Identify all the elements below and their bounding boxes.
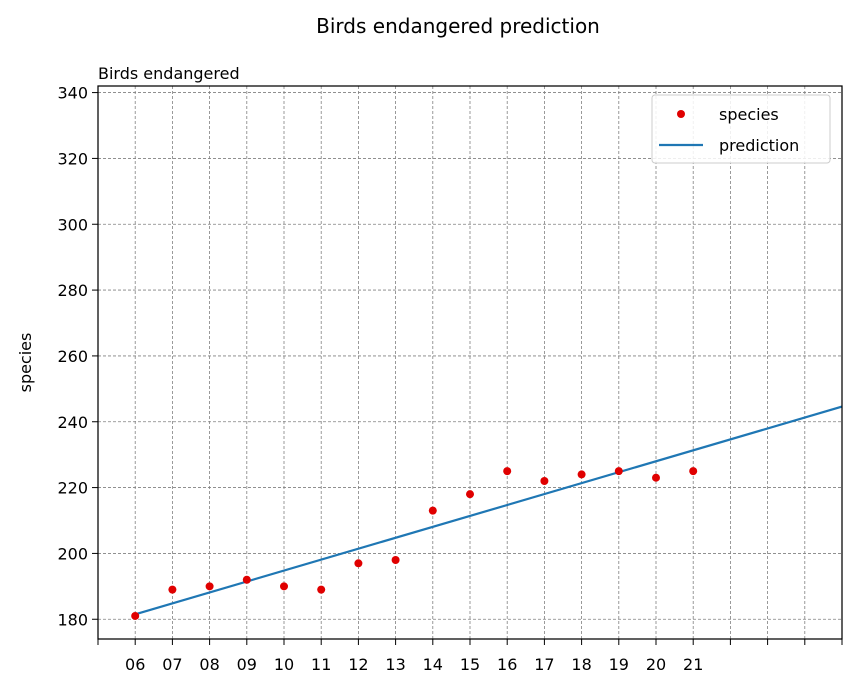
species-point <box>280 582 288 591</box>
chart-subtitle: Birds endangered <box>98 64 240 83</box>
species-point <box>540 477 549 485</box>
x-tick-label: 17 <box>534 655 554 674</box>
species-point <box>503 467 512 476</box>
legend-label: prediction <box>719 136 799 155</box>
species-point <box>689 467 698 476</box>
y-axis-ticks: 180 200 220 240 260 280 300 320 340 <box>57 84 98 629</box>
species-point <box>205 582 214 591</box>
plot-frame <box>97 85 843 640</box>
y-tick-label: 220 <box>57 479 88 498</box>
x-tick-label: 13 <box>385 655 405 674</box>
species-point <box>242 575 251 584</box>
species-point <box>354 559 363 568</box>
x-tick-label: 06 <box>125 655 145 674</box>
y-axis-label: species <box>16 333 35 393</box>
x-tick-label: 14 <box>423 655 443 674</box>
x-axis-ticks: 06 07 08 09 10 11 12 13 14 15 16 17 18 19 20 21 <box>97 639 843 674</box>
y-tick-label: 340 <box>57 84 88 103</box>
x-tick-label: 21 <box>683 655 703 674</box>
x-tick-label: 10 <box>274 655 294 674</box>
legend: species prediction <box>651 94 831 164</box>
species-point <box>317 585 326 594</box>
x-tick-label: 12 <box>348 655 368 674</box>
x-tick-label: 08 <box>199 655 219 674</box>
species-point <box>168 585 177 594</box>
y-tick-label: 320 <box>57 149 88 168</box>
y-tick-label: 200 <box>57 544 88 563</box>
x-tick-label: 16 <box>497 655 517 674</box>
y-tick-label: 280 <box>57 281 88 300</box>
prediction-line <box>134 405 842 616</box>
y-tick-label: 300 <box>57 215 88 234</box>
x-tick-label: 07 <box>162 655 182 674</box>
chart-title: Birds endangered prediction <box>316 14 600 38</box>
x-tick-label: 15 <box>460 655 480 674</box>
y-tick-label: 260 <box>57 347 88 366</box>
plot-series <box>131 405 842 620</box>
species-point <box>614 467 623 476</box>
y-tick-label: 180 <box>57 610 88 629</box>
species-point <box>466 490 474 499</box>
grid-lines <box>97 86 843 639</box>
x-tick-label: 09 <box>237 655 257 674</box>
legend-label: species <box>719 105 779 124</box>
y-tick-label: 240 <box>57 413 88 432</box>
species-point <box>577 470 586 479</box>
x-tick-label: 20 <box>646 655 666 674</box>
x-tick-label: 19 <box>609 655 629 674</box>
legend-marker-species <box>677 110 685 118</box>
species-point <box>391 556 400 564</box>
x-tick-label: 11 <box>311 655 331 674</box>
species-point <box>428 506 437 515</box>
species-point <box>131 611 140 620</box>
x-tick-label: 18 <box>571 655 591 674</box>
species-point <box>652 473 660 482</box>
